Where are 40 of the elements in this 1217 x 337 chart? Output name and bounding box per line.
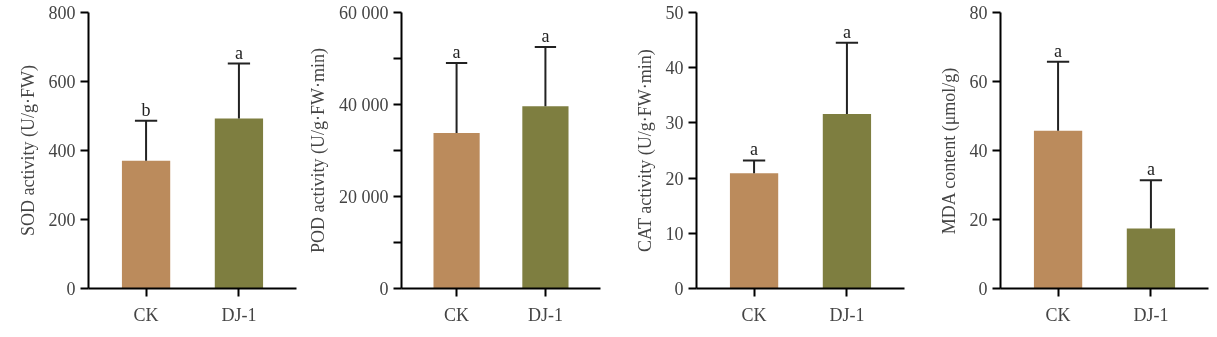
y-axis-title: MDA content (μmol/g) <box>938 67 960 235</box>
y-axis-title: POD activity (U/g·FW·min) <box>308 48 329 253</box>
y-tick-label: 20 <box>665 168 684 189</box>
x-tick-label: CK <box>1045 304 1071 325</box>
x-tick-label: CK <box>444 304 470 325</box>
y-tick-label: 40 <box>665 58 684 79</box>
y-tick-label: 50 <box>665 3 684 23</box>
y-tick-label: 600 <box>48 72 76 92</box>
y-tick-label: 20 <box>969 210 988 230</box>
y-tick-label: 0 <box>66 279 76 299</box>
annotation: a <box>1054 40 1063 61</box>
annotation: b <box>141 99 151 120</box>
y-tick-label: 20 000 <box>339 186 389 207</box>
y-axis-title: CAT activity (U/g·FW·min) <box>634 49 656 252</box>
annotation: a <box>541 26 550 46</box>
x-tick-label: CK <box>741 304 767 325</box>
y-tick-label: 80 <box>969 3 988 23</box>
y-tick-label: 800 <box>48 3 76 23</box>
y-tick-label: 60 <box>969 72 988 92</box>
x-tick-label: DJ-1 <box>527 304 563 325</box>
y-tick-label: 200 <box>48 210 76 230</box>
y-tick-label: 0 <box>978 279 988 299</box>
x-tick-label: DJ-1 <box>1133 304 1169 325</box>
y-tick-label: 30 <box>665 113 684 134</box>
annotation: a <box>1146 159 1155 180</box>
annotation: a <box>750 139 759 160</box>
annotation: a <box>842 21 851 42</box>
y-tick-label: 40 000 <box>339 94 389 115</box>
y-tick-label: 400 <box>48 141 76 161</box>
x-tick-label: CK <box>133 304 159 325</box>
y-tick-label: 0 <box>379 278 389 299</box>
y-axis-title: SOD activity (U/g·FW) <box>17 65 39 236</box>
x-tick-label: DJ-1 <box>829 304 865 325</box>
y-tick-label: 40 <box>969 141 988 161</box>
y-tick-label: 60 000 <box>339 2 389 23</box>
annotation: a <box>452 42 461 63</box>
x-tick-label: DJ-1 <box>221 304 257 325</box>
y-tick-label: 0 <box>674 279 684 299</box>
y-tick-label: 10 <box>665 223 684 244</box>
annotation: a <box>234 42 243 63</box>
